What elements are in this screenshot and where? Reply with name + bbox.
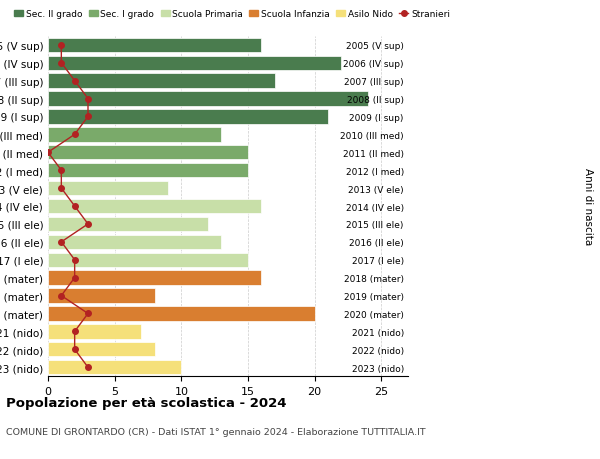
Bar bbox=[48, 307, 314, 321]
Bar bbox=[48, 360, 181, 375]
Bar bbox=[48, 181, 168, 196]
Bar bbox=[48, 164, 248, 178]
Bar bbox=[48, 325, 142, 339]
Bar bbox=[48, 271, 262, 285]
Bar bbox=[48, 342, 155, 357]
Bar bbox=[48, 74, 275, 89]
Bar bbox=[48, 235, 221, 249]
Bar bbox=[48, 128, 221, 142]
Bar bbox=[48, 199, 262, 214]
Bar bbox=[48, 289, 155, 303]
Bar bbox=[48, 39, 262, 53]
Bar bbox=[48, 56, 341, 71]
Bar bbox=[48, 253, 248, 267]
Text: COMUNE DI GRONTARDO (CR) - Dati ISTAT 1° gennaio 2024 - Elaborazione TUTTITALIA.: COMUNE DI GRONTARDO (CR) - Dati ISTAT 1°… bbox=[6, 427, 425, 436]
Legend: Sec. II grado, Sec. I grado, Scuola Primaria, Scuola Infanzia, Asilo Nido, Stran: Sec. II grado, Sec. I grado, Scuola Prim… bbox=[11, 7, 454, 23]
Bar bbox=[48, 217, 208, 232]
Text: Popolazione per età scolastica - 2024: Popolazione per età scolastica - 2024 bbox=[6, 396, 287, 409]
Bar bbox=[48, 146, 248, 160]
Text: Anni di nascita: Anni di nascita bbox=[583, 168, 593, 245]
Bar bbox=[48, 110, 328, 124]
Bar bbox=[48, 92, 368, 106]
